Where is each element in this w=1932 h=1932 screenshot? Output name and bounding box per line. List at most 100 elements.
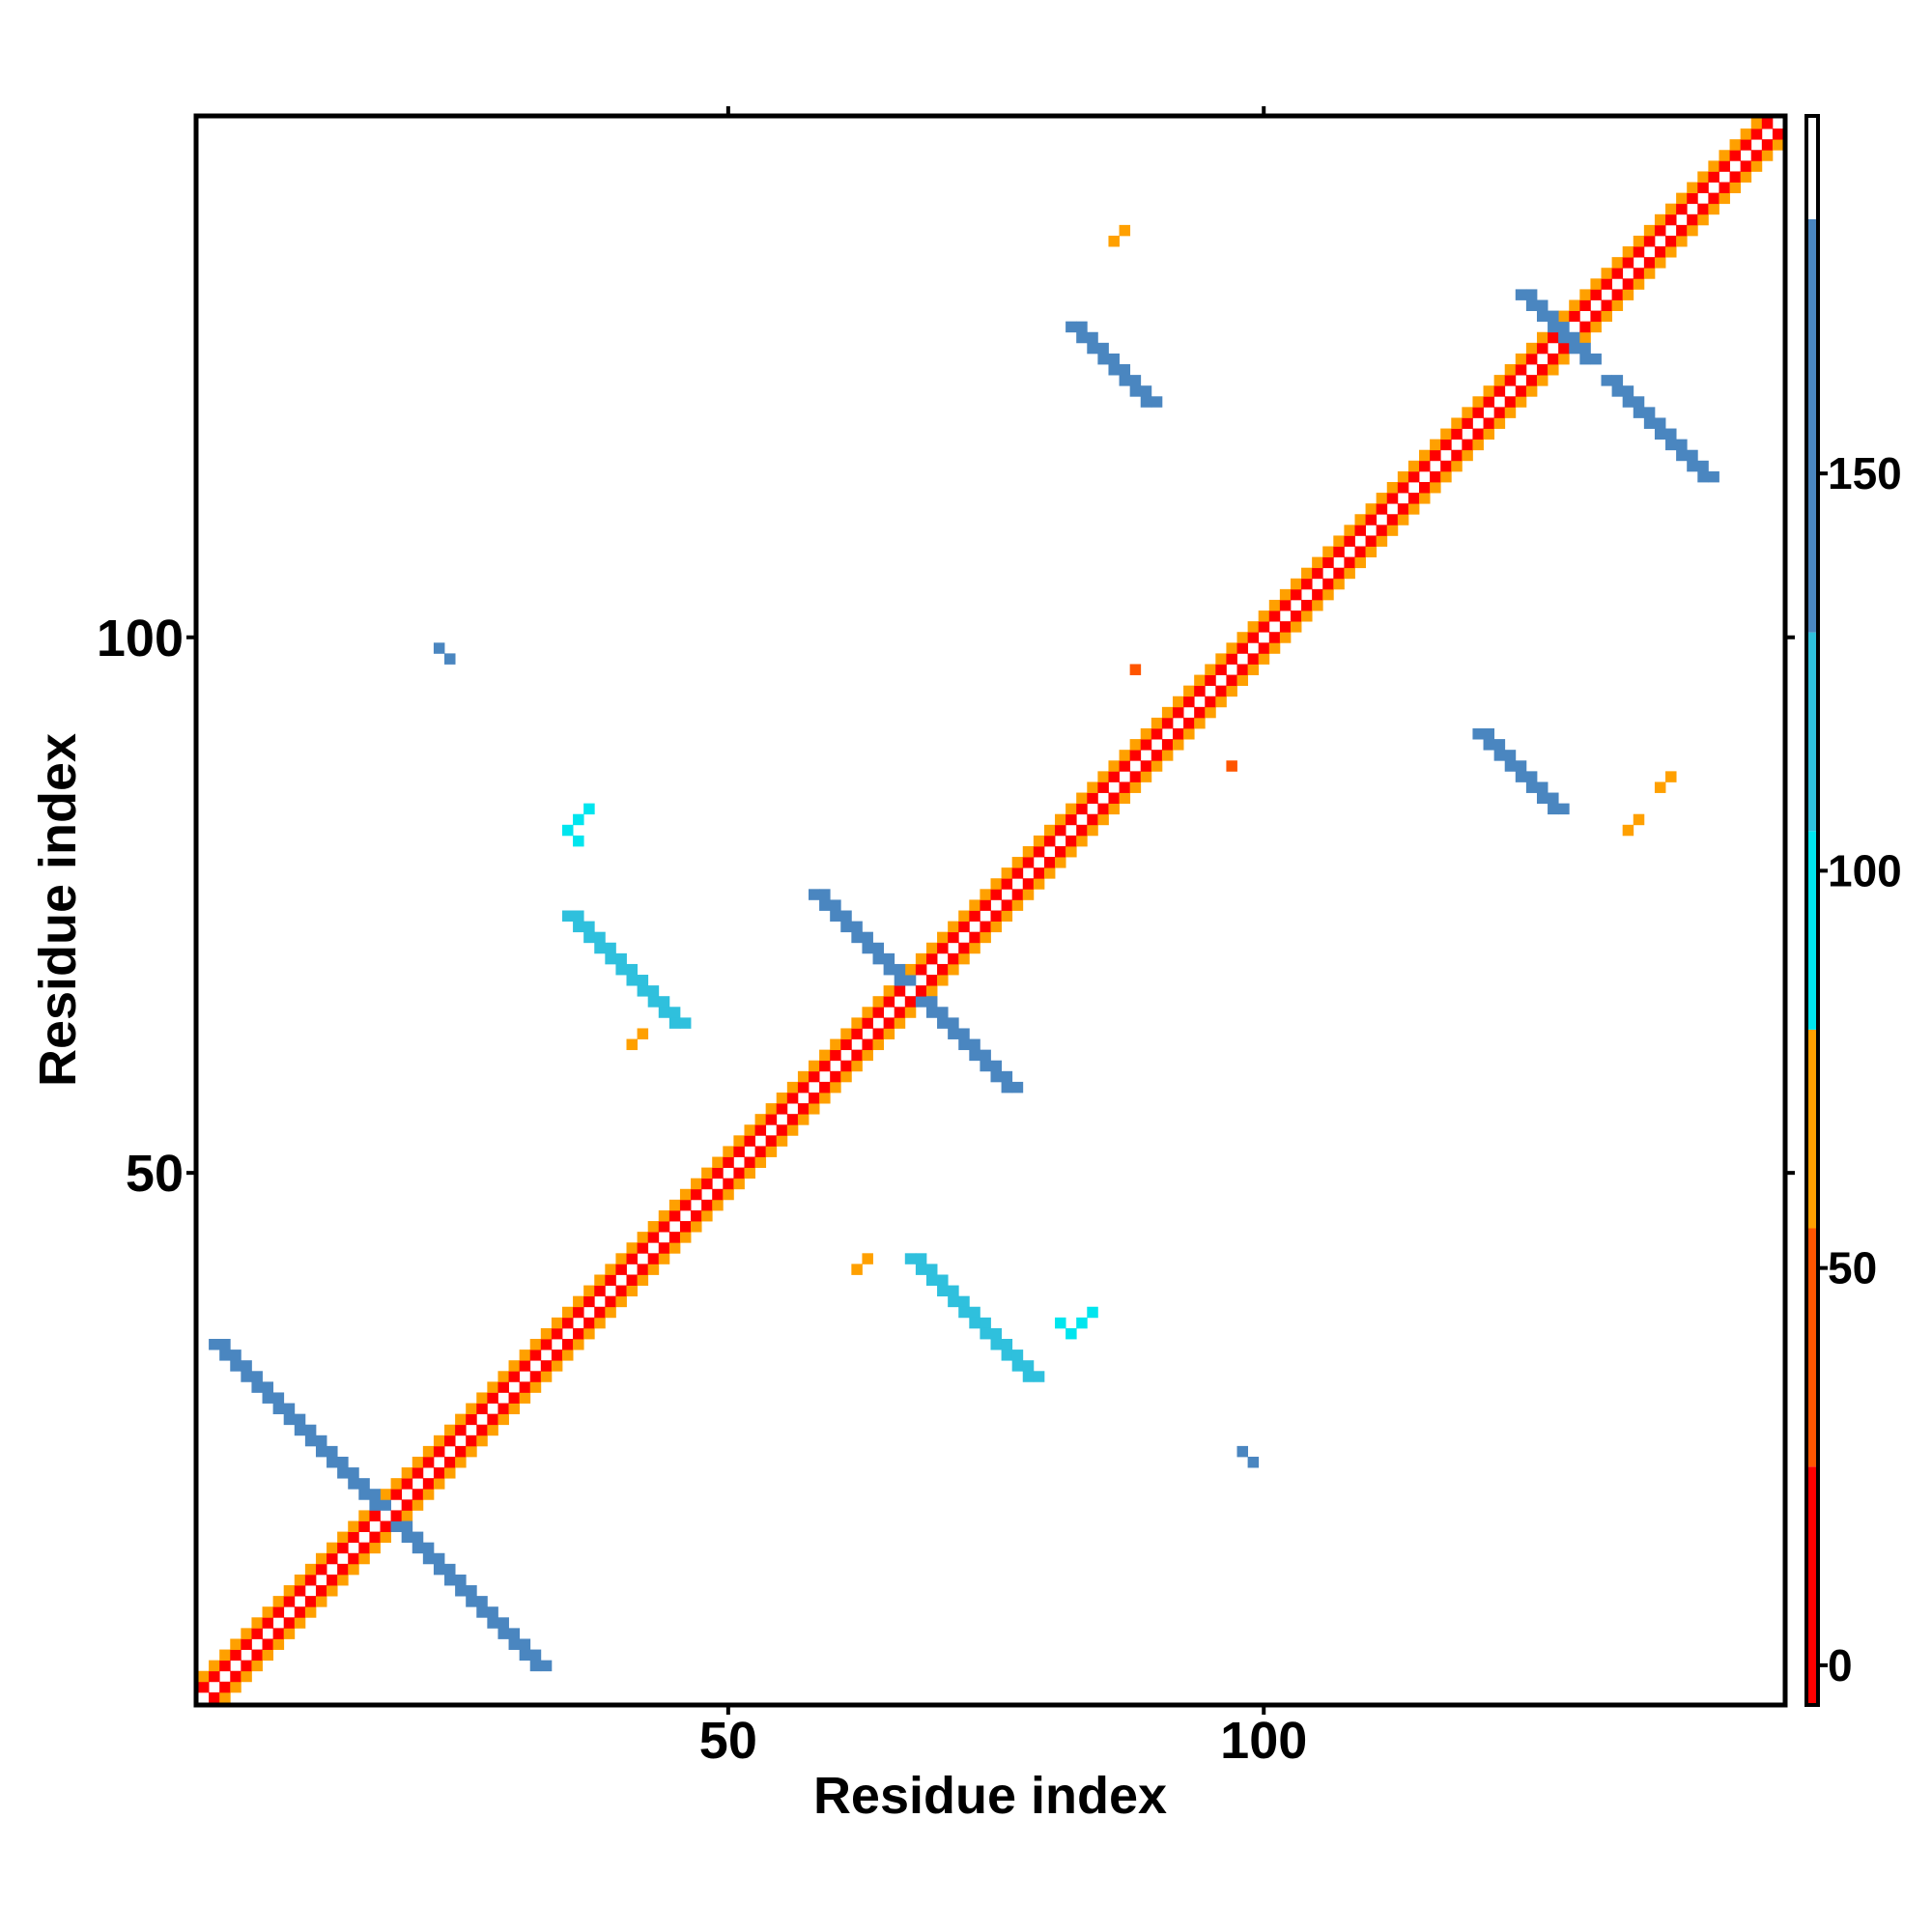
heatmap-cell (315, 1435, 327, 1447)
heatmap-cell (1407, 493, 1420, 504)
heatmap-cell (1772, 128, 1784, 140)
heatmap-cell (1536, 310, 1548, 323)
heatmap-cell (315, 1596, 327, 1607)
heatmap-cell (241, 1628, 252, 1639)
heatmap-cell (1354, 514, 1366, 526)
heatmap-cell (1504, 407, 1517, 418)
heatmap-cell (1548, 792, 1559, 805)
heatmap-cell (1183, 717, 1195, 729)
heatmap-cell (369, 1542, 381, 1554)
colorbar-tick-label: 0 (1828, 1640, 1853, 1690)
heatmap-cell (1076, 824, 1088, 837)
heatmap-cell (476, 1403, 488, 1415)
heatmap-cell (647, 985, 660, 997)
heatmap-cell (466, 1596, 477, 1607)
heatmap-cell (251, 1617, 263, 1629)
heatmap-cell (1290, 611, 1302, 622)
heatmap-cell (422, 1478, 435, 1490)
heatmap-cell (1472, 728, 1484, 740)
heatmap-cell (701, 1209, 713, 1222)
heatmap-cell (1708, 160, 1719, 172)
heatmap-cell (1740, 139, 1752, 151)
heatmap-cell (937, 942, 949, 954)
heatmap-cell (583, 931, 595, 944)
heatmap-cell (1536, 331, 1548, 344)
heatmap-cell (851, 921, 863, 933)
heatmap-cell (1205, 706, 1216, 719)
heatmap-cell (1011, 899, 1024, 911)
heatmap-cell (668, 1232, 681, 1243)
heatmap-cell (1483, 739, 1495, 751)
heatmap-cell (1119, 760, 1131, 772)
heatmap-cell (819, 899, 831, 911)
heatmap-cell (1172, 696, 1184, 708)
heatmap-cell (679, 1017, 692, 1029)
heatmap-cell (369, 1510, 381, 1521)
heatmap-cell (797, 1103, 810, 1115)
heatmap-cell (1140, 396, 1152, 408)
heatmap-cell (851, 1049, 863, 1062)
heatmap-cell (327, 1456, 338, 1468)
heatmap-cell (401, 1467, 413, 1479)
heatmap-cell (540, 1327, 553, 1340)
heatmap-cell (529, 1339, 542, 1350)
heatmap-cell (540, 1371, 553, 1382)
heatmap-cell (894, 1017, 906, 1029)
heatmap-cell (1665, 203, 1677, 215)
heatmap-cell (583, 1327, 595, 1340)
heatmap-cell (862, 931, 873, 944)
x-tick-label: 100 (1220, 1712, 1307, 1770)
heatmap-cell (1087, 813, 1098, 826)
heatmap-cell (1258, 653, 1270, 665)
heatmap-cell (294, 1413, 306, 1426)
heatmap-cell (304, 1596, 317, 1607)
heatmap-cell (272, 1638, 285, 1650)
heatmap-cell (668, 1242, 681, 1254)
heatmap-cell (765, 1146, 778, 1157)
heatmap-cell (1397, 514, 1409, 526)
heatmap-cell (1001, 899, 1013, 911)
heatmap-cell (272, 1628, 285, 1639)
heatmap-cell (786, 1114, 799, 1125)
heatmap-cell (1386, 525, 1399, 536)
heatmap-cell (786, 1092, 799, 1104)
heatmap-cell (712, 1156, 724, 1169)
heatmap-cell (1001, 1350, 1013, 1361)
heatmap-cell (1536, 299, 1548, 311)
heatmap-cell (1676, 449, 1688, 462)
heatmap-cell (1462, 417, 1473, 429)
heatmap-cell (797, 1114, 810, 1125)
heatmap-cell (1236, 1445, 1249, 1458)
y-tick-label: 50 (126, 1145, 184, 1203)
heatmap-cell (1483, 428, 1495, 440)
heatmap-cell (1579, 299, 1591, 311)
heatmap-cell (1525, 771, 1538, 782)
heatmap-cell (561, 910, 574, 922)
heatmap-cell (691, 1209, 702, 1222)
heatmap-cell (1462, 439, 1473, 451)
heatmap-cell (219, 1350, 231, 1361)
heatmap-cell (948, 1017, 959, 1029)
heatmap-cell (1665, 428, 1677, 440)
y-axis-title: Residue index (29, 733, 87, 1087)
heatmap-cell (1633, 278, 1645, 290)
heatmap-cell (1333, 546, 1345, 557)
heatmap-cell (1633, 813, 1645, 826)
heatmap-cell (883, 996, 895, 1008)
colorbar-band (1806, 1466, 1818, 1705)
heatmap-cell (1043, 835, 1056, 847)
heatmap-cell (540, 1339, 553, 1350)
heatmap-cell (809, 889, 820, 900)
heatmap-cell (337, 1456, 349, 1468)
heatmap-cell (819, 1092, 831, 1104)
heatmap-cell (1365, 503, 1378, 515)
heatmap-cell (980, 1049, 991, 1062)
heatmap-cell (1001, 878, 1013, 890)
heatmap-cell (508, 1392, 521, 1404)
heatmap-cell (1462, 449, 1473, 462)
colorbar-band (1806, 218, 1818, 633)
heatmap-cell (1451, 449, 1463, 462)
heatmap-cell (1740, 171, 1752, 183)
heatmap-cell (1247, 632, 1260, 643)
heatmap-cell (1087, 342, 1098, 355)
